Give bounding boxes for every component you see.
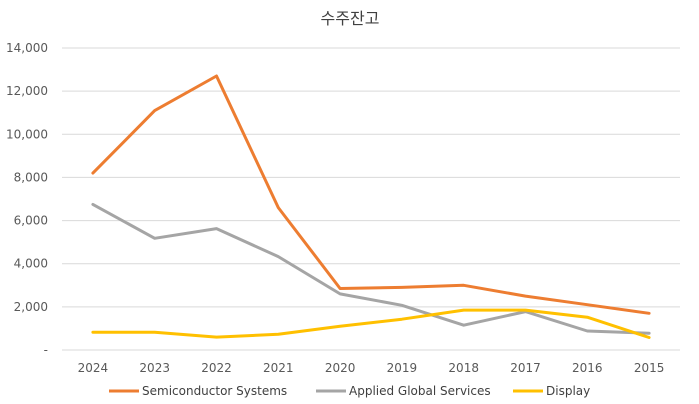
legend-label: Semiconductor Systems: [142, 384, 287, 398]
x-tick-label: 2019: [387, 361, 418, 375]
x-axis-tick-labels: 2024 2023 2022 2021 2020 2019 2018 2017 2016 2015: [78, 361, 665, 375]
y-tick-label: 6,000: [14, 214, 48, 228]
series-line-semiconductor-systems: [91, 74, 651, 315]
x-tick-label: 2022: [201, 361, 232, 375]
y-tick-label: 8,000: [14, 170, 48, 184]
legend-label: Display: [546, 384, 590, 398]
y-tick-label: -: [44, 343, 48, 357]
series-line-display: [91, 308, 651, 339]
x-tick-label: 2016: [572, 361, 603, 375]
x-tick-label: 2018: [448, 361, 479, 375]
series-line-applied-global-services: [91, 202, 651, 335]
legend: Semiconductor Systems Applied Global Serv…: [109, 384, 590, 398]
y-tick-label: 4,000: [14, 257, 48, 271]
y-tick-label: 14,000: [6, 41, 48, 55]
gridlines: [62, 47, 680, 351]
x-tick-label: 2023: [139, 361, 170, 375]
x-tick-label: 2017: [510, 361, 541, 375]
x-tick-label: 2021: [263, 361, 294, 375]
x-tick-label: 2024: [78, 361, 109, 375]
y-tick-label: 2,000: [14, 300, 48, 314]
y-tick-label: 12,000: [6, 84, 48, 98]
y-axis-tick-labels: - 2,000 4,000 6,000 8,000 10,000 12,000 14,000: [6, 41, 48, 357]
x-tick-label: 2020: [325, 361, 356, 375]
legend-label: Applied Global Services: [349, 384, 491, 398]
chart-title: 수주잔고: [321, 9, 380, 28]
y-tick-label: 10,000: [6, 127, 48, 141]
x-tick-label: 2015: [634, 361, 665, 375]
series-lines: [91, 74, 651, 339]
